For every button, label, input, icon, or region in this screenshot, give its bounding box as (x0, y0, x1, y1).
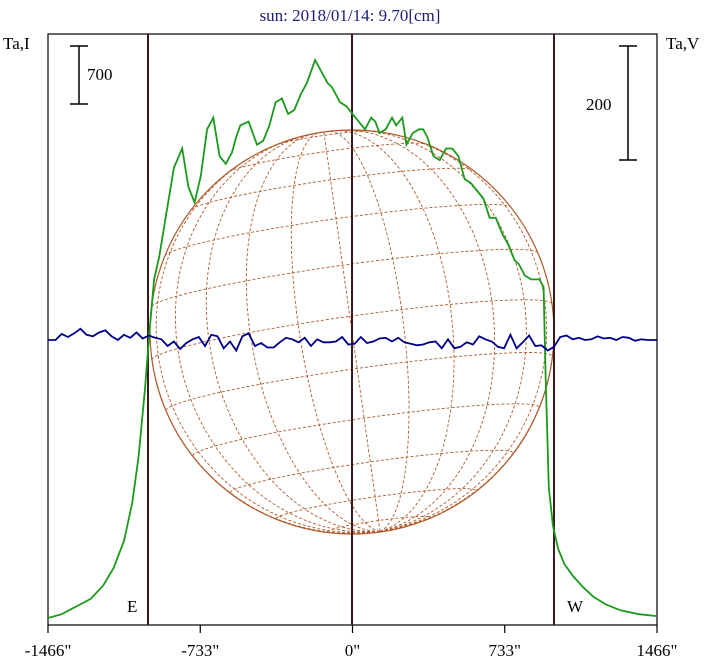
east-marker: E (127, 597, 137, 616)
right-axis-label: Ta,V (666, 34, 700, 53)
x-tick-label: 1466" (637, 641, 678, 660)
longitude-grid-line (351, 129, 527, 532)
longitude-grid-line (379, 132, 548, 532)
latitude-grid-line (191, 167, 473, 210)
x-tick-label: -1466" (25, 641, 72, 660)
latitude-grid-line (192, 403, 540, 457)
x-axis-ticks: -1466" -733" 0" 733" 1466" (25, 625, 678, 660)
latitude-grid-line (229, 449, 514, 493)
longitude-grid-line (205, 135, 381, 533)
longitude-grid-line (151, 360, 381, 534)
longitude-grid-line (290, 132, 381, 532)
longitude-grid-line (329, 130, 410, 532)
latitude-grid-line (275, 130, 375, 146)
left-scale-bar (70, 45, 88, 105)
right-scale-label: 200 (586, 95, 612, 114)
longitude-grid-line (346, 129, 496, 532)
right-scale-bar (619, 45, 637, 161)
latitude-grid-line (151, 248, 538, 307)
chart-title: sun: 2018/01/14: 9.70[cm] (260, 6, 441, 25)
polarization-series-line (48, 327, 657, 353)
longitude-grid-line (155, 149, 381, 534)
longitude-grid-line (379, 303, 555, 532)
x-tick-label: 733" (489, 641, 521, 660)
longitude-grid-line (334, 130, 455, 532)
longitude-grid-line (174, 137, 381, 533)
latitude-grid-line (275, 488, 477, 519)
left-scale-label: 700 (87, 65, 113, 84)
west-marker: W (567, 597, 584, 616)
longitude-grid-line (245, 133, 381, 532)
x-tick-label: 0" (345, 641, 360, 660)
x-tick-label: -733" (181, 641, 219, 660)
intensity-series-line (47, 57, 658, 619)
left-axis-label: Ta,I (3, 34, 30, 53)
